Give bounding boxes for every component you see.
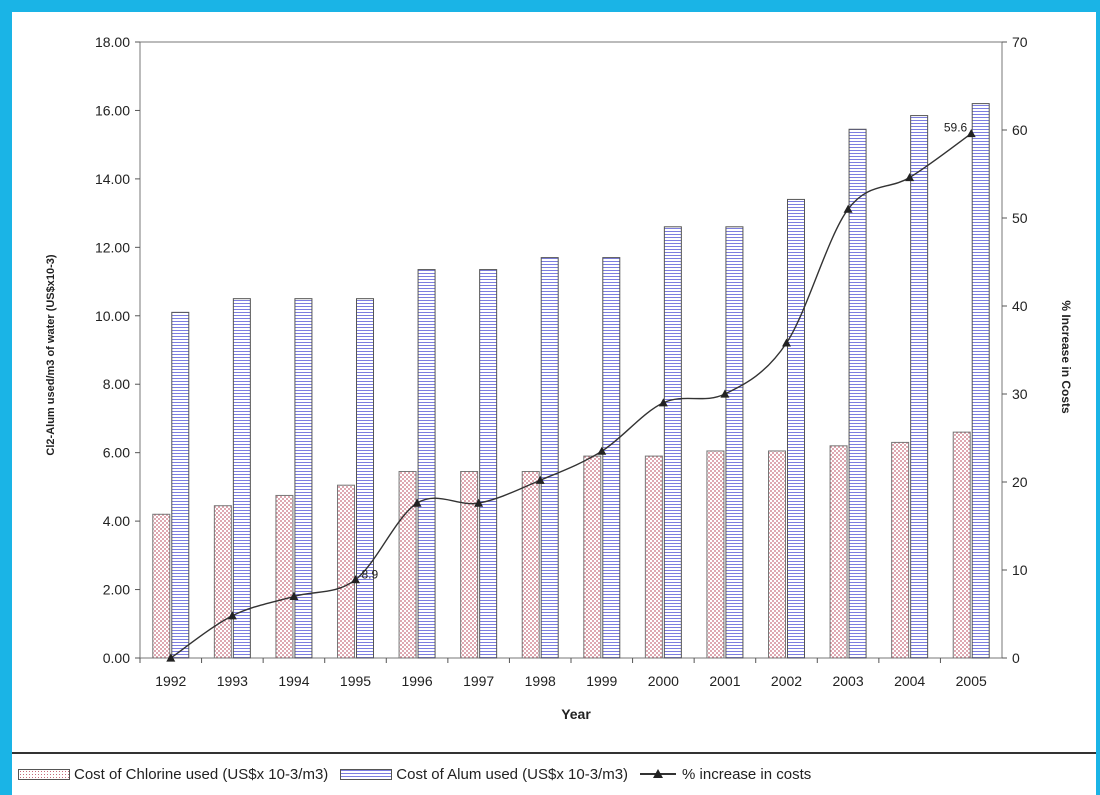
- right-tick-label: 10: [1012, 562, 1028, 578]
- legend-item-alum: Cost of Alum used (US$x 10-3/m3): [340, 766, 628, 783]
- x-tick-label: 1995: [340, 673, 371, 689]
- x-tick-label: 1997: [463, 673, 494, 689]
- right-tick-label: 70: [1012, 34, 1028, 50]
- bar-chlorine: [768, 450, 786, 659]
- bar-alum: [663, 226, 682, 659]
- left-tick-label: 6.00: [103, 445, 130, 461]
- x-tick-label: 2002: [771, 673, 802, 689]
- bar-alum: [356, 298, 374, 659]
- bar-chlorine: [644, 455, 663, 659]
- x-tick-label: 2005: [956, 673, 987, 689]
- bar-chlorine: [583, 455, 602, 659]
- x-tick-label: 2000: [648, 673, 679, 689]
- bar-chlorine: [460, 470, 479, 659]
- right-tick-label: 40: [1012, 298, 1028, 314]
- line-point-marker: [535, 475, 545, 484]
- bar-chlorine: [337, 484, 355, 659]
- bar-chlorine: [152, 513, 171, 659]
- right-axis-title: % Increase in Costs: [1059, 300, 1073, 414]
- legend-swatch-chlorine: [18, 768, 70, 780]
- line-point-marker: [966, 129, 976, 138]
- line-point-marker: [782, 338, 791, 347]
- legend-label-alum: Cost of Alum used (US$x 10-3/m3): [396, 765, 629, 783]
- left-tick-label: 14.00: [95, 171, 130, 187]
- triangle-marker-icon: [653, 769, 664, 778]
- left-tick-label: 0.00: [103, 650, 130, 666]
- x-tick-label: 1992: [155, 673, 186, 689]
- x-tick-label: 1998: [525, 673, 556, 689]
- bar-alum: [848, 128, 867, 659]
- right-tick-label: 50: [1012, 210, 1028, 226]
- legend-label-chlorine: Cost of Chlorine used (US$x 10-3/m3): [74, 765, 329, 783]
- bar-chlorine: [521, 470, 540, 659]
- left-tick-label: 10.00: [95, 308, 130, 324]
- left-tick-label: 16.00: [95, 102, 130, 118]
- left-tick-label: 12.00: [95, 239, 130, 255]
- line-point-marker: [474, 498, 484, 507]
- x-axis-title: Year: [561, 706, 591, 722]
- line-point-marker: [166, 653, 176, 662]
- chart: 0.00 2.00 4.00 6.00 8.00 10.00 12.00 14.00 16.00…: [45, 34, 1073, 722]
- left-tick-label: 4.00: [103, 513, 130, 529]
- line-point-marker: [658, 398, 668, 407]
- line-percent-increase: [170, 132, 972, 659]
- chart-frame: 0.00 2.00 4.00 6.00 8.00 10.00 12.00 14.00 16.00…: [12, 12, 1096, 795]
- legend: Cost of Chlorine used (US$x 10-3/m3) Cos…: [12, 752, 1096, 794]
- bar-chlorine: [829, 445, 848, 659]
- left-tick-label: 18.00: [95, 34, 130, 50]
- bar-alum: [725, 226, 744, 659]
- bar-chlorine: [952, 431, 971, 659]
- x-tick-label: 1994: [278, 673, 309, 689]
- left-tick-label: 8.00: [103, 376, 130, 392]
- bar-chlorine: [706, 450, 725, 659]
- plot-area: [139, 41, 1003, 659]
- legend-item-line: % increase in costs: [640, 766, 811, 783]
- bar-chlorine: [891, 441, 910, 659]
- line-point-marker: [843, 204, 853, 213]
- bar-alum: [417, 269, 436, 659]
- right-tick-label: 20: [1012, 474, 1028, 490]
- x-tick-label: 1993: [217, 673, 248, 689]
- x-tick-label: 2003: [832, 673, 863, 689]
- left-axis-title: Cl2-Alum used/m3 of water (US$x10-3): [45, 254, 57, 455]
- x-tick-label: 1996: [401, 673, 432, 689]
- bar-alum: [479, 269, 498, 659]
- x-tick-label: 1999: [586, 673, 617, 689]
- bar-alum: [171, 311, 190, 659]
- bar-alum: [602, 257, 621, 659]
- right-tick-label: 60: [1012, 122, 1028, 138]
- line-point-marker: [227, 611, 237, 620]
- bar-alum: [232, 298, 251, 659]
- x-tick-label: 2004: [894, 673, 925, 689]
- x-tick-label: 2001: [709, 673, 740, 689]
- line-point-marker: [289, 591, 299, 600]
- bar-alum: [294, 298, 313, 659]
- bar-alum: [971, 103, 990, 659]
- line-point-marker: [412, 498, 422, 507]
- line-point-marker: [597, 446, 607, 455]
- line-point-marker: [905, 173, 915, 182]
- line-point-marker: [351, 575, 360, 584]
- right-tick-label: 30: [1012, 386, 1028, 402]
- bar-alum: [540, 257, 559, 659]
- bar-alum: [787, 198, 805, 659]
- bar-alum: [910, 115, 929, 659]
- legend-label-line: % increase in costs: [682, 765, 812, 783]
- legend-swatch-alum: [340, 768, 393, 780]
- bar-chlorine: [398, 470, 417, 659]
- legend-item-chlorine: Cost of Chlorine used (US$x 10-3/m3): [18, 766, 328, 783]
- right-tick-label: 0: [1012, 650, 1020, 666]
- left-tick-label: 2.00: [103, 582, 130, 598]
- line-point-marker: [720, 389, 730, 398]
- data-label: 59.6: [944, 121, 968, 135]
- bar-chlorine: [275, 494, 294, 659]
- legend-swatch-line: [640, 768, 677, 780]
- bar-chlorine: [213, 505, 232, 659]
- data-label: 8.9: [362, 568, 379, 582]
